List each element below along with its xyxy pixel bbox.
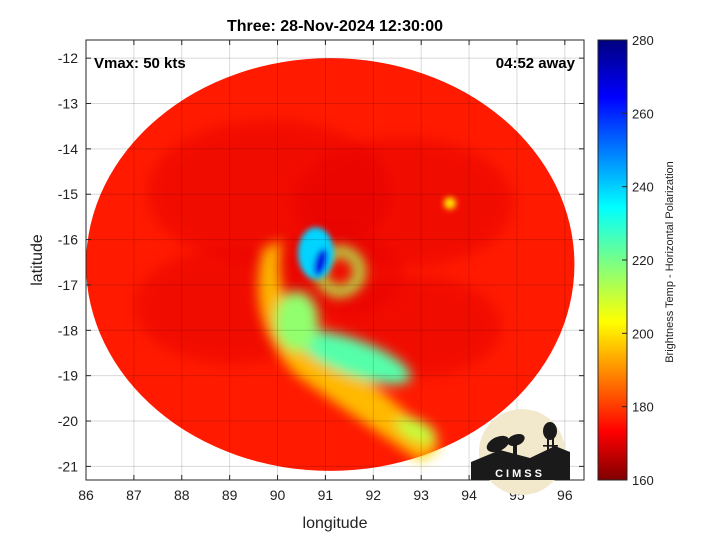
eye-core [313,248,328,276]
core-region [297,197,456,280]
y-tick-label: -16 [58,232,78,248]
y-axis-label: latitude [29,234,46,286]
brightness-temp-imagery [86,58,575,471]
vmax-annotation: Vmax: 50 kts [94,55,186,72]
y-tick-label: -20 [58,413,78,429]
y-tick-label: -17 [58,277,78,293]
x-axis-ticks: 86 87 88 89 90 91 92 93 94 95 96 [78,40,573,503]
x-tick-label: 86 [78,487,94,503]
outer-band [396,417,437,444]
isolated-cell [443,197,456,210]
cimss-logo: CIMSS [471,409,570,495]
axes-frame [85,39,585,481]
x-tick-label: 89 [222,487,238,503]
x-axis-label: longitude [303,515,368,532]
grid-lines [85,40,584,480]
y-tick-label: -19 [58,368,78,384]
x-tick-label: 96 [557,487,573,503]
colorbar-tick-label: 280 [632,33,654,48]
colorbar-ticks: 160 180 200 220 240 260 280 [622,33,654,488]
x-tick-label: 90 [270,487,286,503]
colorbar-tick-label: 160 [632,473,654,488]
y-tick-label: -12 [58,50,78,66]
y-tick-label: -15 [58,186,78,202]
x-tick-label: 94 [461,487,477,503]
chart-title: Three: 28-Nov-2024 12:30:00 [227,18,443,35]
water-tower-icon [543,422,558,454]
x-tick-label: 91 [318,487,334,503]
colorbar-tick-label: 240 [632,180,654,195]
colorbar-tick-label: 180 [632,400,654,415]
time-away-annotation: 04:52 away [496,55,576,72]
x-tick-label: 92 [366,487,382,503]
x-tick-label: 93 [413,487,429,503]
spiral-band [297,330,411,385]
rain-bands [258,239,441,462]
x-tick-label: 87 [126,487,142,503]
y-tick-label: -14 [58,141,78,157]
colorbar-tick-label: 220 [632,253,654,268]
colorbar-tick-label: 200 [632,326,654,341]
colorbar-tick-label: 260 [632,106,654,121]
outer-swirl [258,239,441,462]
satellite-dish-icon [486,433,525,456]
y-tick-label: -18 [58,322,78,338]
logo-text: CIMSS [495,468,545,480]
y-axis-ticks: -12 -13 -14 -15 -16 -17 -18 -19 -20 -21 [58,50,584,474]
y-tick-label: -13 [58,96,78,112]
x-tick-label: 88 [174,487,190,503]
band-connector [274,291,319,352]
colorbar-label: Brightness Temp - Horizontal Polarizatio… [664,161,676,363]
y-tick-label: -21 [58,458,78,474]
